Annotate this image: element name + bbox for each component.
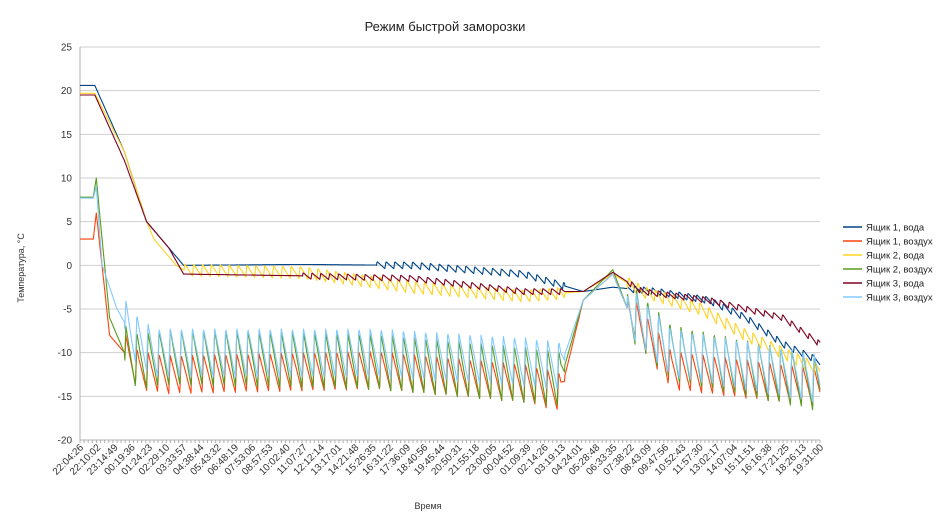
legend-label: Ящик 1, воздух (866, 237, 933, 248)
series-line (79, 186, 821, 403)
y-tick-label: -5 (63, 305, 72, 316)
y-tick-label: 5 (66, 217, 72, 228)
legend: Ящик 1, вода Ящик 1, воздух Ящик 2, вода Ящ… (843, 223, 933, 304)
legend-label: Ящик 3, воздух (866, 293, 933, 304)
y-tick-label: 15 (61, 130, 73, 141)
plot-area (79, 84, 821, 411)
x-axis-label: Время (414, 501, 441, 511)
y-tick-label: 20 (61, 86, 73, 97)
series-line (79, 92, 821, 375)
y-tick-label: 0 (66, 261, 72, 272)
legend-label: Ящик 2, воздух (866, 265, 933, 276)
y-tick-label: -20 (58, 436, 73, 447)
series-line (79, 94, 821, 346)
x-tick-labels: 22:04:2622:10:0223:14:4900:19:3601:24:23… (51, 442, 827, 478)
y-axis-label: Температура, °С (16, 233, 26, 303)
legend-label: Ящик 2, вода (866, 251, 925, 262)
series-line (79, 212, 821, 410)
y-tick-label: 25 (61, 43, 73, 54)
legend-label: Ящик 1, вода (866, 223, 925, 234)
legend-label: Ящик 3, вода (866, 279, 925, 290)
chart-title: Режим быстрой заморозки (365, 19, 526, 34)
y-tick-label: 10 (61, 174, 73, 185)
y-tick-label: -10 (58, 348, 73, 359)
series-line (79, 84, 821, 366)
y-tick-label: -15 (58, 392, 73, 403)
y-tick-labels: 25 20 15 10 5 0 -5 -10 -15 -20 (58, 43, 73, 447)
